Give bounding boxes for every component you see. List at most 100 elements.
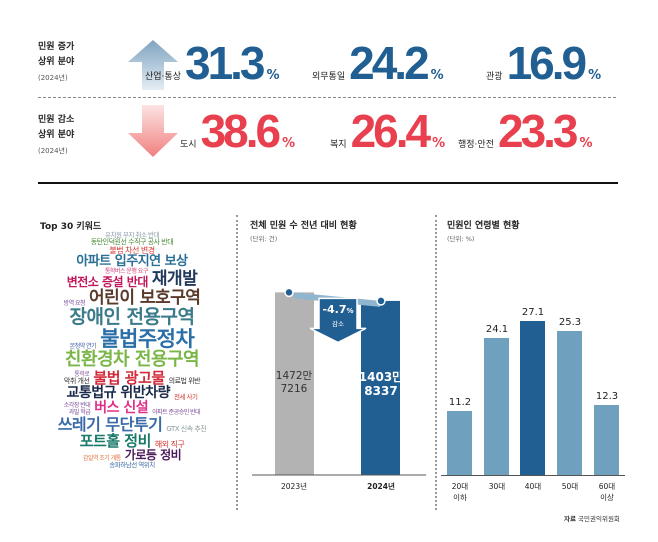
keyword: 버스 신설 bbox=[94, 399, 149, 416]
keyword: 아파트 준공승인 반대 bbox=[152, 408, 201, 416]
increase-title: 민원 증가 상위 분야 bbox=[38, 42, 75, 67]
increase-category-3: 관광 bbox=[486, 72, 503, 82]
increase-unit-2: % bbox=[430, 68, 444, 83]
keyword-stack: 소각장 반대 과밀 학급 bbox=[63, 402, 91, 416]
decrease-unit-2: % bbox=[432, 136, 446, 151]
x-label-2023: 2023년 bbox=[281, 482, 307, 491]
increase-category-1: 산업·통상 bbox=[145, 72, 181, 82]
keyword-row: 통학로 악취 개선 불법 광고물 의료법 위반 bbox=[64, 368, 201, 387]
increase-unit-3: % bbox=[588, 68, 602, 83]
keyword: GTX 신속 추진 bbox=[166, 424, 207, 433]
age-value-label: 12.3 bbox=[595, 390, 619, 402]
keyword: 방역 요청 bbox=[63, 299, 86, 307]
age-bar bbox=[447, 411, 472, 475]
age-x-label: 30대 bbox=[488, 482, 506, 491]
total-chart bbox=[252, 287, 426, 476]
total-chart-unit: (단위: 건) bbox=[250, 235, 278, 243]
keyword-row: 포트홀 정비 해외 직구 bbox=[80, 433, 185, 449]
arrow-down-icon bbox=[128, 105, 178, 157]
decrease-stat-2: 복지 26.4 % bbox=[330, 106, 445, 156]
decrease-value-1: 38.6 bbox=[200, 105, 282, 157]
keyword: 장애인 전용구역 bbox=[69, 306, 195, 328]
keyword: 불법 차선 변경 bbox=[109, 245, 155, 255]
keyword-stack: 통학버스 운행 요구 변전소 증설 반대 bbox=[66, 268, 149, 289]
decrease-value-3: 23.3 bbox=[497, 105, 579, 157]
keyword-row: 송파하남선 역위치 bbox=[109, 461, 155, 470]
decrease-stat-3: 행정·안전 23.3 % bbox=[458, 106, 593, 156]
increase-value-1: 31.3 bbox=[184, 37, 266, 89]
decrease-category-3: 행정·안전 bbox=[458, 140, 494, 150]
keyword-stack: 통학로 악취 개선 bbox=[64, 370, 90, 386]
increase-stat-3: 관광 16.9 % bbox=[486, 38, 601, 88]
keyword: 송파하남선 역위치 bbox=[109, 461, 155, 470]
keyword: 재개발 bbox=[151, 269, 198, 290]
bar-label-2024: 1403만 8337 bbox=[358, 370, 404, 398]
decrease-unit-1: % bbox=[282, 136, 296, 151]
keyword-row: 교통법규 위반차량 전세 사기 bbox=[66, 384, 198, 401]
total-chart-title: 전체 민원 수 전년 대비 현황 bbox=[250, 221, 357, 231]
decrease-value-2: 26.4 bbox=[350, 105, 432, 157]
keyword: 유치원 부지 취소 반대 bbox=[104, 231, 160, 239]
decrease-stat-1: 도시 38.6 % bbox=[180, 106, 295, 156]
bar-2024년 bbox=[361, 300, 400, 475]
age-value-label: 11.2 bbox=[448, 397, 472, 409]
point-2023 bbox=[284, 287, 294, 298]
age-x-label: 40대 bbox=[524, 482, 542, 491]
keyword-cloud: 유치원 부지 취소 반대 동탄인덕원선 수직구 공사 반대 불법 차선 변경 아파트 … bbox=[34, 231, 230, 470]
keyword: 동탄인덕원선 수직구 공사 반대 bbox=[90, 238, 174, 247]
keyword-row: 아파트 입주지연 보상 bbox=[76, 254, 188, 270]
age-x-label: 20대 이하 bbox=[451, 482, 469, 502]
keyword: 변전소 증설 반대 bbox=[66, 274, 149, 289]
keyword: 어린이 보호구역 bbox=[89, 287, 201, 308]
increase-value-3: 16.9 bbox=[506, 37, 588, 89]
keywords-title: Top 30 키워드 bbox=[40, 222, 102, 232]
age-value-label: 25.3 bbox=[558, 316, 582, 328]
point-2024 bbox=[376, 296, 386, 306]
increase-unit-1: % bbox=[266, 68, 280, 83]
change-label: 감소 bbox=[332, 320, 344, 328]
keyword: 포트홀 정비 bbox=[79, 432, 152, 451]
age-x-label: 60대 이상 bbox=[598, 482, 616, 502]
decrease-title: 민원 감소 상위 분야 bbox=[38, 115, 75, 140]
keyword: 소각장 반대 bbox=[63, 402, 91, 410]
divider-dashed bbox=[38, 97, 616, 98]
keyword: 아파트 입주지연 보상 bbox=[76, 254, 188, 270]
age-chart-title: 민원인 연령별 현황 bbox=[447, 221, 520, 231]
divider-dotted bbox=[236, 215, 238, 510]
keyword: 친환경차 전용구역 bbox=[64, 349, 200, 371]
keyword: 쓰레기 무단투기 bbox=[57, 415, 163, 435]
age-bar bbox=[520, 320, 545, 475]
x-label-2024: 2024년 bbox=[367, 482, 395, 491]
x-axis bbox=[441, 475, 625, 476]
age-chart-unit: (단위: %) bbox=[447, 235, 475, 243]
keyword-row: 감일역 조기 개통 가로등 정비 bbox=[82, 448, 182, 463]
increase-stat-1: 산업·통상 31.3 % bbox=[145, 38, 280, 88]
keyword: 감일역 조기 개통 bbox=[82, 454, 121, 462]
keyword-row: 불법 차선 변경 bbox=[109, 245, 155, 256]
keyword-row: 소각장 반대 과밀 학급 버스 신설 아파트 준공승인 반대 bbox=[63, 399, 201, 416]
keyword: 불법 광고물 bbox=[93, 368, 165, 387]
keyword: 가로등 정비 bbox=[124, 448, 182, 463]
increase-year: (2024년) bbox=[38, 74, 68, 82]
keyword: 통학버스 운행 요구 bbox=[104, 268, 148, 276]
age-value-label: 24.1 bbox=[485, 323, 509, 335]
keyword-row: 친환경차 전용구역 bbox=[64, 349, 200, 371]
decrease-arrow-icon bbox=[309, 297, 367, 344]
keyword-row: 통학버스 운행 요구 변전소 증설 반대 재개발 bbox=[66, 268, 198, 290]
divider-thick bbox=[38, 182, 618, 184]
keyword: 통학로 bbox=[74, 370, 90, 378]
keyword: 교통법규 위반차량 bbox=[66, 384, 171, 401]
source: 자료 국민권익위원회 bbox=[564, 515, 620, 523]
divider-dotted bbox=[435, 215, 437, 510]
change-value: -4.7% bbox=[322, 303, 354, 316]
keyword: 과밀 학급 bbox=[68, 408, 91, 416]
age-value-label: 27.1 bbox=[521, 306, 545, 318]
keyword: 본청약 연기 bbox=[69, 342, 97, 350]
keyword-row: 장애인 전용구역 bbox=[70, 307, 195, 328]
decrease-year: (2024년) bbox=[38, 147, 68, 155]
age-bar bbox=[484, 337, 509, 475]
keyword-row: 쓰레기 무단투기 GTX 신속 추진 bbox=[57, 415, 207, 435]
bar-label-2023: 1472만 7216 bbox=[275, 370, 313, 395]
keyword: 전세 사기 bbox=[173, 392, 198, 401]
